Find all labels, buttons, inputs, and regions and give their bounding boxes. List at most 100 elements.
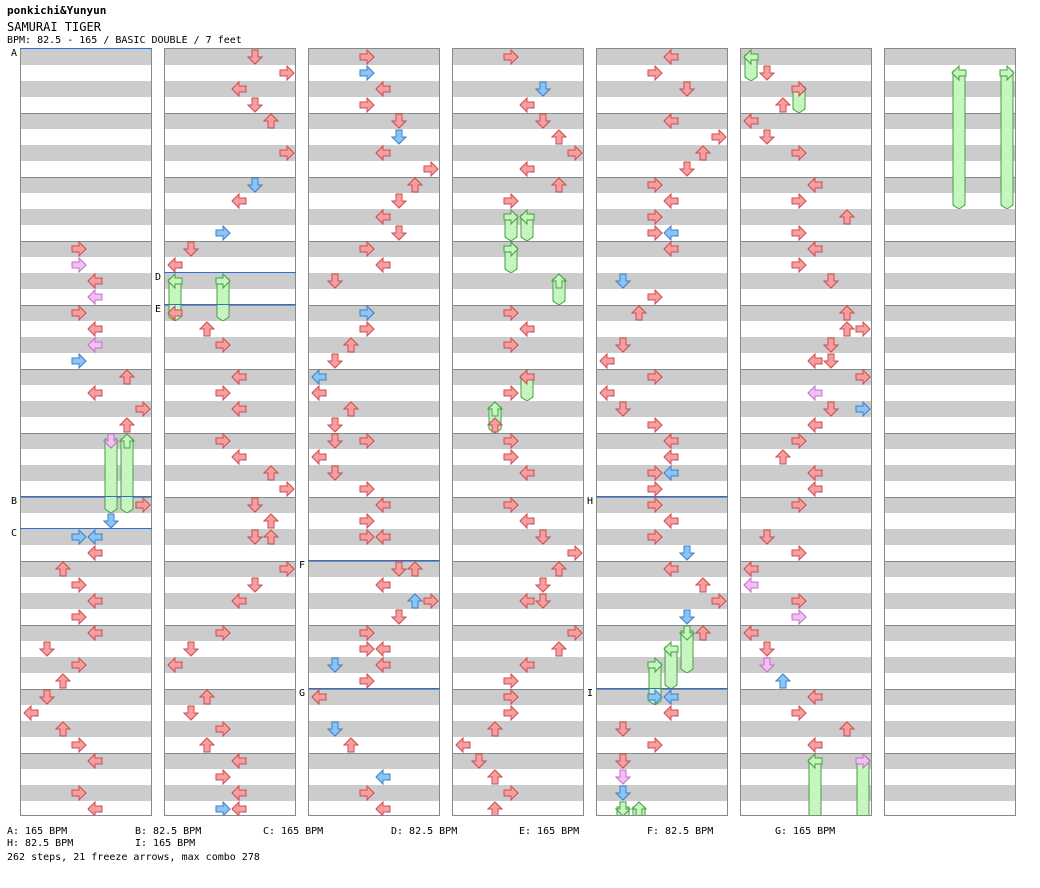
down-arrow-icon (471, 753, 487, 769)
right-arrow-icon (647, 65, 663, 81)
right-arrow-icon (791, 705, 807, 721)
left-arrow-icon (663, 689, 679, 705)
left-arrow-icon (167, 657, 183, 673)
measure-line (165, 497, 295, 498)
bpm-marker-g: G (299, 688, 306, 699)
measure-line (741, 753, 871, 754)
bpm-marker-f: F (299, 560, 306, 571)
down-arrow-icon (391, 113, 407, 129)
right-arrow-icon (359, 321, 375, 337)
right-arrow-icon (647, 209, 663, 225)
measure-line (885, 113, 1015, 114)
measure-line (597, 241, 727, 242)
up-arrow-icon (263, 465, 279, 481)
up-arrow-icon (119, 369, 135, 385)
left-arrow-icon (375, 641, 391, 657)
down-arrow-icon (823, 401, 839, 417)
left-arrow-icon (743, 561, 759, 577)
left-arrow-icon (519, 321, 535, 337)
left-arrow-icon (231, 753, 247, 769)
down-arrow-icon (39, 689, 55, 705)
right-arrow-icon (647, 177, 663, 193)
chart-column-2 (164, 48, 296, 816)
right-arrow-icon (503, 449, 519, 465)
right-arrow-icon (711, 129, 727, 145)
right-arrow-icon (503, 433, 519, 449)
left-arrow-icon (375, 497, 391, 513)
right-arrow-icon (359, 641, 375, 657)
measure-line (165, 625, 295, 626)
left-arrow-icon (807, 241, 823, 257)
measure-line (741, 305, 871, 306)
right-arrow-icon (279, 65, 295, 81)
left-arrow-icon (375, 257, 391, 273)
up-arrow-icon (551, 561, 567, 577)
bpm-marker-b: B (11, 496, 18, 507)
measure-line (885, 177, 1015, 178)
up-arrow-icon (199, 689, 215, 705)
down-arrow-icon (823, 337, 839, 353)
down-arrow-icon (679, 609, 695, 625)
right-arrow-icon (359, 433, 375, 449)
up-arrow-icon (55, 673, 71, 689)
down-arrow-icon (327, 465, 343, 481)
bpm-marker-d: D (155, 272, 162, 283)
down-arrow-icon (39, 641, 55, 657)
down-arrow-icon (615, 273, 631, 289)
measure-line (21, 177, 151, 178)
left-arrow-icon (167, 305, 183, 321)
measure-line (309, 369, 439, 370)
right-arrow-icon (215, 385, 231, 401)
right-arrow-icon (71, 609, 87, 625)
up-arrow-icon (407, 177, 423, 193)
freeze-arrow (663, 641, 679, 689)
legend-item-c: C: 165 BPM (263, 826, 324, 837)
chart-column-7 (884, 48, 1016, 816)
right-arrow-icon (711, 593, 727, 609)
right-arrow-icon (503, 49, 519, 65)
up-arrow-icon (263, 113, 279, 129)
down-arrow-icon (535, 593, 551, 609)
right-arrow-icon (503, 673, 519, 689)
left-arrow-icon (375, 657, 391, 673)
down-arrow-icon (615, 337, 631, 353)
left-arrow-icon (599, 385, 615, 401)
bpm-change-line (20, 496, 152, 497)
measure-line (309, 689, 439, 690)
measure-line (165, 369, 295, 370)
left-arrow-icon (167, 257, 183, 273)
right-arrow-icon (359, 513, 375, 529)
right-arrow-icon (647, 497, 663, 513)
left-arrow-icon (807, 177, 823, 193)
measure-line (309, 497, 439, 498)
right-arrow-icon (567, 145, 583, 161)
down-arrow-icon (679, 545, 695, 561)
right-arrow-icon (855, 369, 871, 385)
freeze-arrow (215, 273, 231, 321)
up-arrow-icon (551, 129, 567, 145)
down-arrow-icon (327, 417, 343, 433)
measure-line (885, 241, 1015, 242)
measure-line (597, 561, 727, 562)
measure-line (597, 305, 727, 306)
right-arrow-icon (71, 785, 87, 801)
legend-item-b: B: 82.5 BPM (135, 826, 202, 837)
left-arrow-icon (519, 657, 535, 673)
down-arrow-icon (327, 721, 343, 737)
freeze-arrow (679, 625, 695, 673)
right-arrow-icon (647, 481, 663, 497)
measure-line (165, 561, 295, 562)
measure-line (21, 689, 151, 690)
left-arrow-icon (231, 449, 247, 465)
right-arrow-icon (503, 305, 519, 321)
bpm-change-line (164, 304, 296, 305)
measure-line (597, 369, 727, 370)
bpm-change-line (20, 528, 152, 529)
measure-line (597, 625, 727, 626)
down-arrow-icon (759, 65, 775, 81)
left-arrow-icon (87, 801, 103, 815)
up-arrow-icon (839, 305, 855, 321)
left-arrow-icon (519, 465, 535, 481)
right-arrow-icon (359, 529, 375, 545)
left-arrow-icon (231, 593, 247, 609)
